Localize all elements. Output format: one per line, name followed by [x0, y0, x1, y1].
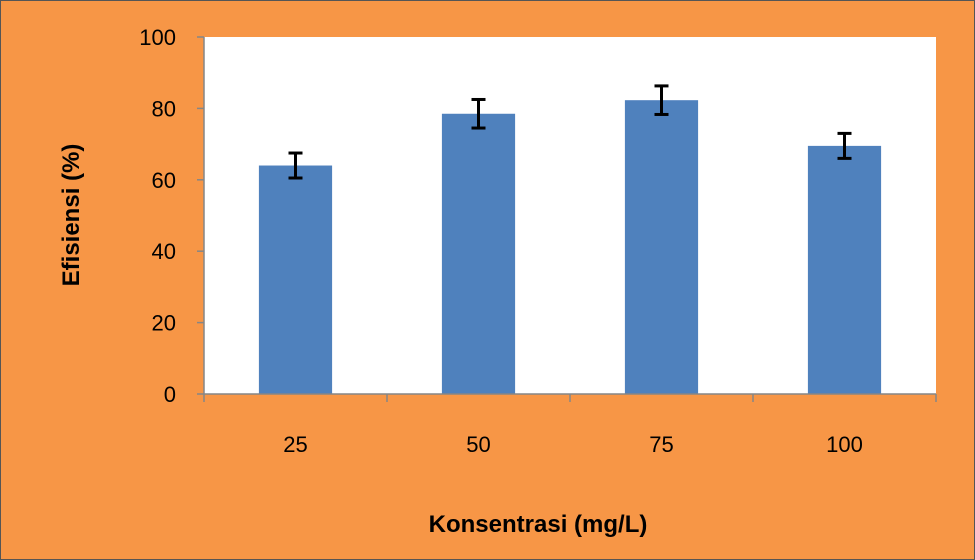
- y-tick-label: 80: [152, 96, 176, 121]
- error-bars-layer: [288, 84, 852, 180]
- bar-75: [624, 100, 699, 395]
- bar-50: [441, 113, 516, 394]
- error-bar-50: [471, 97, 486, 130]
- bar-25: [258, 165, 333, 394]
- y-tick-label: 40: [152, 239, 176, 264]
- y-tick-label: 20: [152, 311, 176, 336]
- x-tick-label: 50: [466, 432, 490, 457]
- error-bar-25: [288, 151, 303, 180]
- x-tick-label: 100: [826, 432, 863, 457]
- bars-layer: [258, 100, 882, 395]
- y-tick-labels: 0 20 40 60 80 100: [139, 25, 176, 407]
- y-tick-label: 60: [152, 168, 176, 193]
- axes-layer: [197, 36, 937, 402]
- y-tick-label: 0: [164, 382, 176, 407]
- y-axis-title: Efisiensi (%): [58, 144, 85, 287]
- x-tick-labels: 25 50 75 100: [283, 432, 863, 457]
- error-bar-100: [837, 131, 852, 160]
- x-tick-label: 75: [649, 432, 673, 457]
- x-tick-label: 25: [283, 432, 307, 457]
- error-bar-75: [654, 84, 669, 116]
- y-tick-label: 100: [139, 25, 176, 50]
- bar-100: [807, 145, 882, 394]
- x-axis-title: Konsentrasi (mg/L): [429, 511, 648, 538]
